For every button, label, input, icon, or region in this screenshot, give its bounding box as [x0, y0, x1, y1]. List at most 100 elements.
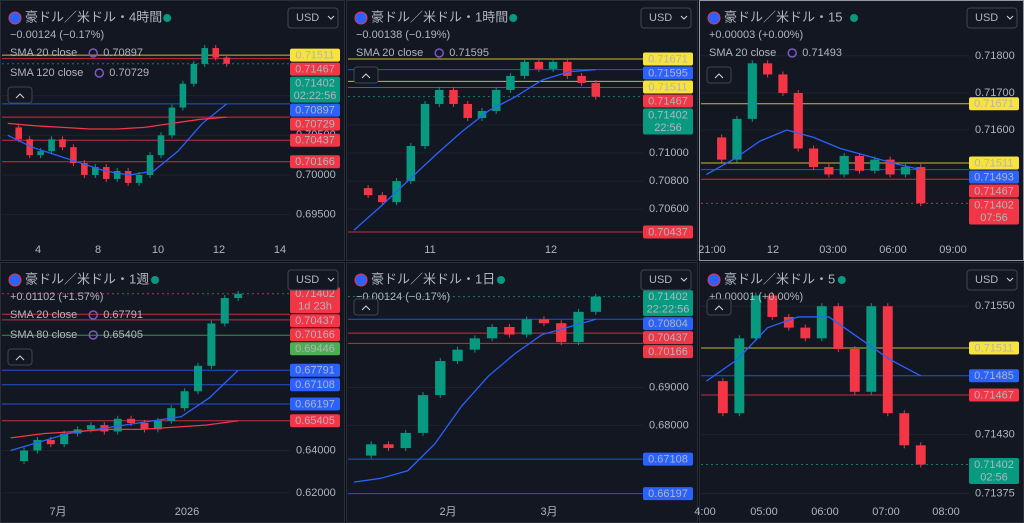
price-label-bg	[290, 62, 340, 76]
price-label-bg	[643, 345, 693, 359]
y-tick-label: 0.71550	[975, 300, 1015, 312]
currency-select[interactable]	[287, 7, 339, 29]
price-label: 0.71511	[649, 81, 688, 93]
collapse-button[interactable]	[353, 298, 379, 316]
x-tick-label: 09:00	[939, 244, 967, 256]
collapse-icon	[714, 73, 724, 79]
currency-select[interactable]	[287, 269, 339, 291]
symbol-title: 豪ドル／米ドル・1時間	[371, 9, 508, 24]
currency-select[interactable]	[640, 7, 692, 29]
currency-caret	[327, 277, 335, 282]
candle	[732, 118, 742, 160]
price-label: 0.70437	[295, 315, 335, 327]
candle	[135, 174, 143, 183]
price-label: 0.71595	[648, 67, 688, 79]
chart-panel: 0.71550 0.71430 0.71375 4:00 05:00 06:00 07:00…	[694, 262, 1024, 523]
candle	[153, 420, 162, 430]
price-change: −0.00124 (−0.17%)	[10, 29, 104, 41]
candle	[854, 155, 865, 171]
price-change: +0.00003 (+0.00%)	[709, 29, 803, 41]
price-label: 0.65405	[295, 415, 335, 427]
collapse-button[interactable]	[353, 66, 379, 84]
collapse-button[interactable]	[706, 298, 732, 316]
candle	[839, 155, 849, 175]
candle	[463, 103, 473, 118]
sma-line	[10, 369, 239, 452]
y-tick-label: 0.70800	[649, 175, 689, 187]
candle	[521, 319, 532, 335]
y-tick-label: 0.71430	[975, 429, 1015, 441]
price-label-bg	[290, 314, 340, 328]
indicator-settings[interactable]	[88, 48, 98, 58]
currency-select[interactable]	[966, 7, 1018, 29]
candle	[452, 349, 463, 362]
price-label: 0.71402	[648, 291, 688, 303]
candle	[400, 432, 411, 449]
sma-line	[7, 116, 227, 130]
candle	[86, 425, 95, 430]
indicator-value: 0.71595	[449, 47, 489, 59]
currency-caret	[327, 15, 335, 20]
chart-panel: 0.712000.710000.708000.7060011120.716710…	[346, 0, 698, 261]
currency-select[interactable]	[966, 269, 1018, 291]
price-label: 0.70437	[648, 332, 688, 344]
collapse-button[interactable]	[7, 86, 33, 104]
price-label: 0.70804	[648, 318, 688, 330]
candle	[435, 361, 446, 396]
candle	[778, 74, 788, 93]
price-label-bg	[290, 414, 340, 428]
candle	[573, 311, 584, 343]
candle	[824, 167, 834, 175]
candle	[866, 306, 877, 392]
price-label: 0.67791	[295, 365, 335, 377]
indicator-value: 0.70897	[103, 47, 143, 59]
collapse-icon	[15, 355, 25, 361]
currency-label: USD	[649, 274, 672, 286]
price-label: 0.70729	[295, 119, 335, 131]
collapse-button[interactable]	[7, 348, 33, 366]
price-change: +0.00001 (+0.00%)	[709, 291, 803, 303]
price-label-bg	[969, 388, 1019, 402]
indicator-settings[interactable]	[88, 310, 98, 320]
price-label: 0.71467	[648, 95, 688, 107]
price-label-bg	[969, 198, 1019, 225]
price-label: 0.70166	[648, 346, 688, 358]
candle	[363, 188, 373, 196]
price-label: 0.70437	[648, 226, 688, 238]
candle	[477, 110, 487, 118]
y-tick-label: 0.71000	[649, 147, 689, 159]
collapse-button[interactable]	[706, 66, 732, 84]
market-status	[151, 276, 159, 284]
currency-select[interactable]	[640, 269, 692, 291]
candle	[750, 295, 761, 339]
price-label-bg	[643, 225, 693, 239]
price-label: 0.66197	[295, 398, 335, 410]
candle	[849, 349, 860, 392]
price-label: 0.71671	[974, 98, 1014, 110]
indicator-name: SMA 20 close	[356, 47, 423, 59]
indicator-settings[interactable]	[94, 68, 105, 78]
price-label-bg	[643, 487, 693, 501]
currency-caret	[680, 15, 688, 20]
indicator-name: SMA 120 close	[10, 67, 83, 79]
market-status	[497, 276, 505, 284]
x-tick-label: 06:00	[811, 506, 839, 518]
x-tick-label: 12	[213, 244, 225, 256]
candle	[591, 82, 601, 97]
price-timer: 22:56	[654, 122, 682, 134]
chart-panel: 0.71800 0.71700 0.71600 21:00 12 03:00 06:00 09…	[698, 0, 1024, 261]
panel-bg	[346, 0, 698, 261]
indicator-settings[interactable]	[88, 330, 98, 340]
price-label: 0.70166	[295, 156, 335, 168]
candle	[882, 306, 893, 414]
price-label-bg	[290, 155, 340, 169]
candle	[747, 63, 757, 119]
candle	[469, 338, 481, 350]
price-label-bg	[969, 156, 1019, 170]
candle	[157, 135, 165, 156]
indicator-settings[interactable]	[787, 48, 797, 58]
candle	[833, 306, 844, 350]
y-tick-label: 0.69500	[296, 209, 336, 221]
indicator-settings[interactable]	[434, 48, 444, 58]
